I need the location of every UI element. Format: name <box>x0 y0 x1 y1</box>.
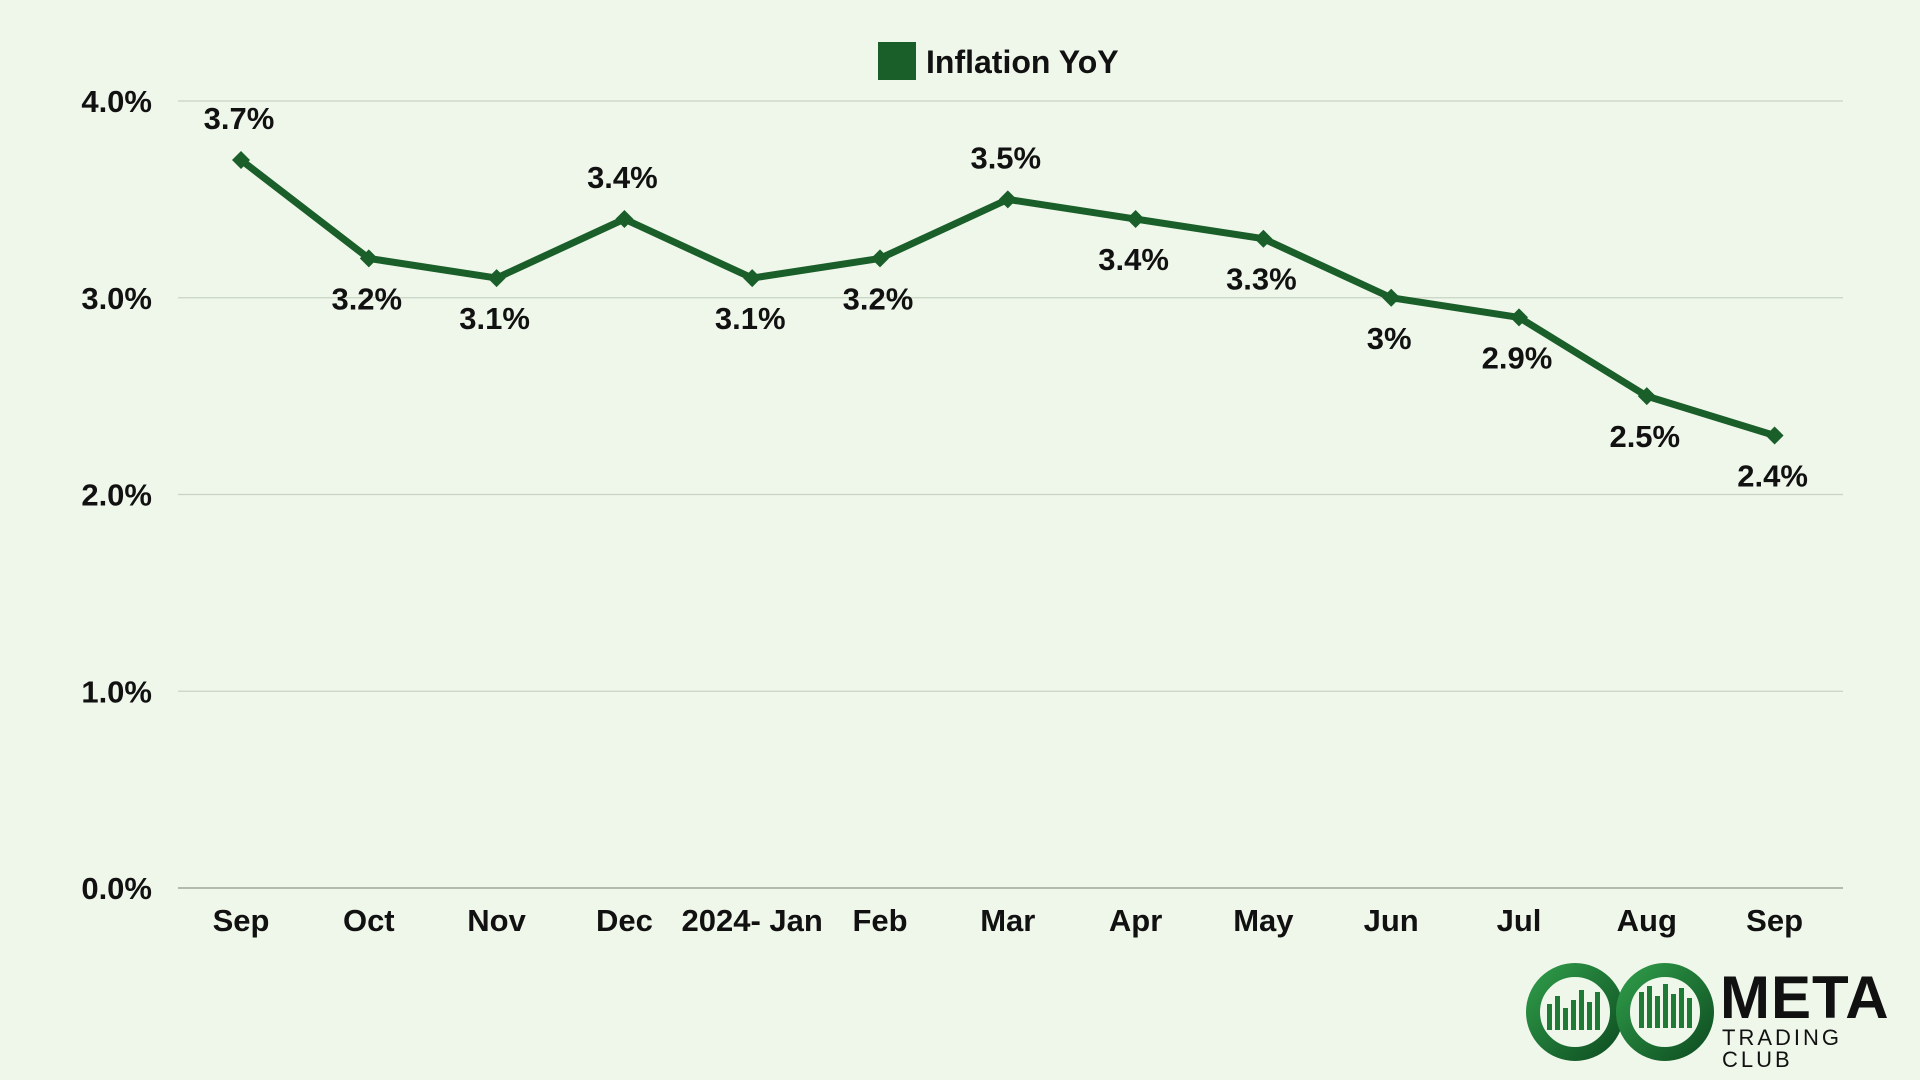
x-tick-label: Jul <box>1497 903 1542 938</box>
x-axis-ticks: Sep Oct Nov Dec 2024- Jan Feb Mar Apr May Jun Jul A… <box>213 903 1803 938</box>
x-tick-label: 2024- Jan <box>682 903 823 938</box>
y-tick-label: 4.0% <box>81 84 152 119</box>
data-point-marker <box>998 190 1017 209</box>
data-label: 3.5% <box>970 140 1041 175</box>
y-tick-label: 0.0% <box>81 871 152 906</box>
data-point-marker <box>1382 288 1401 307</box>
data-label: 2.9% <box>1482 340 1553 375</box>
data-label: 3.1% <box>715 301 786 336</box>
data-point-marker <box>359 249 378 268</box>
data-label: 2.5% <box>1609 419 1680 454</box>
y-axis-ticks: 0.0% 1.0% 2.0% 3.0% 4.0% <box>81 84 152 906</box>
data-label: 3% <box>1367 321 1412 356</box>
data-point-marker <box>1765 426 1784 445</box>
data-labels: 3.7% 3.2% 3.1% 3.4% 3.1% 3.2% 3.5% 3.4% 3.3% 3% 2.… <box>204 101 1808 493</box>
y-tick-label: 2.0% <box>81 478 152 513</box>
x-tick-label: Aug <box>1617 903 1677 938</box>
x-tick-label: Jun <box>1364 903 1419 938</box>
legend-label: Inflation YoY <box>926 44 1119 80</box>
data-label: 3.2% <box>331 281 402 316</box>
x-tick-label: Dec <box>596 903 653 938</box>
data-point-marker <box>487 269 506 288</box>
x-tick-label: Sep <box>1746 903 1803 938</box>
data-point-marker <box>615 210 634 229</box>
data-label: 3.1% <box>459 301 530 336</box>
brand-tagline: TRADING CLUB <box>1722 1025 1842 1072</box>
brand-name: META <box>1720 964 1890 1031</box>
data-label: 3.3% <box>1226 262 1297 297</box>
series-inflation-yoy <box>232 151 1784 445</box>
gridlines <box>178 100 1843 889</box>
y-tick-label: 1.0% <box>81 674 152 709</box>
data-point-marker <box>1126 210 1145 229</box>
data-point-marker <box>1637 387 1656 406</box>
data-label: 3.4% <box>587 160 658 195</box>
infinity-logo-icon <box>1526 963 1714 1061</box>
x-tick-label: Apr <box>1109 903 1162 938</box>
y-tick-label: 3.0% <box>81 281 152 316</box>
data-point-marker <box>743 269 762 288</box>
x-tick-label: Oct <box>343 903 395 938</box>
legend-swatch <box>878 42 916 80</box>
data-label: 3.4% <box>1098 242 1169 277</box>
legend: Inflation YoY <box>878 42 1119 80</box>
x-tick-label: Sep <box>213 903 270 938</box>
data-label: 3.2% <box>843 281 914 316</box>
data-point-marker <box>871 249 889 268</box>
x-tick-label: May <box>1233 903 1294 938</box>
data-point-marker <box>232 151 250 170</box>
x-tick-label: Mar <box>980 903 1035 938</box>
data-point-marker <box>1510 308 1528 327</box>
data-label: 3.7% <box>204 101 275 136</box>
data-label: 2.4% <box>1737 458 1808 493</box>
x-tick-label: Feb <box>852 903 907 938</box>
brand-logo <box>1525 962 1915 1062</box>
data-point-marker <box>1254 229 1273 248</box>
x-tick-label: Nov <box>467 903 526 938</box>
